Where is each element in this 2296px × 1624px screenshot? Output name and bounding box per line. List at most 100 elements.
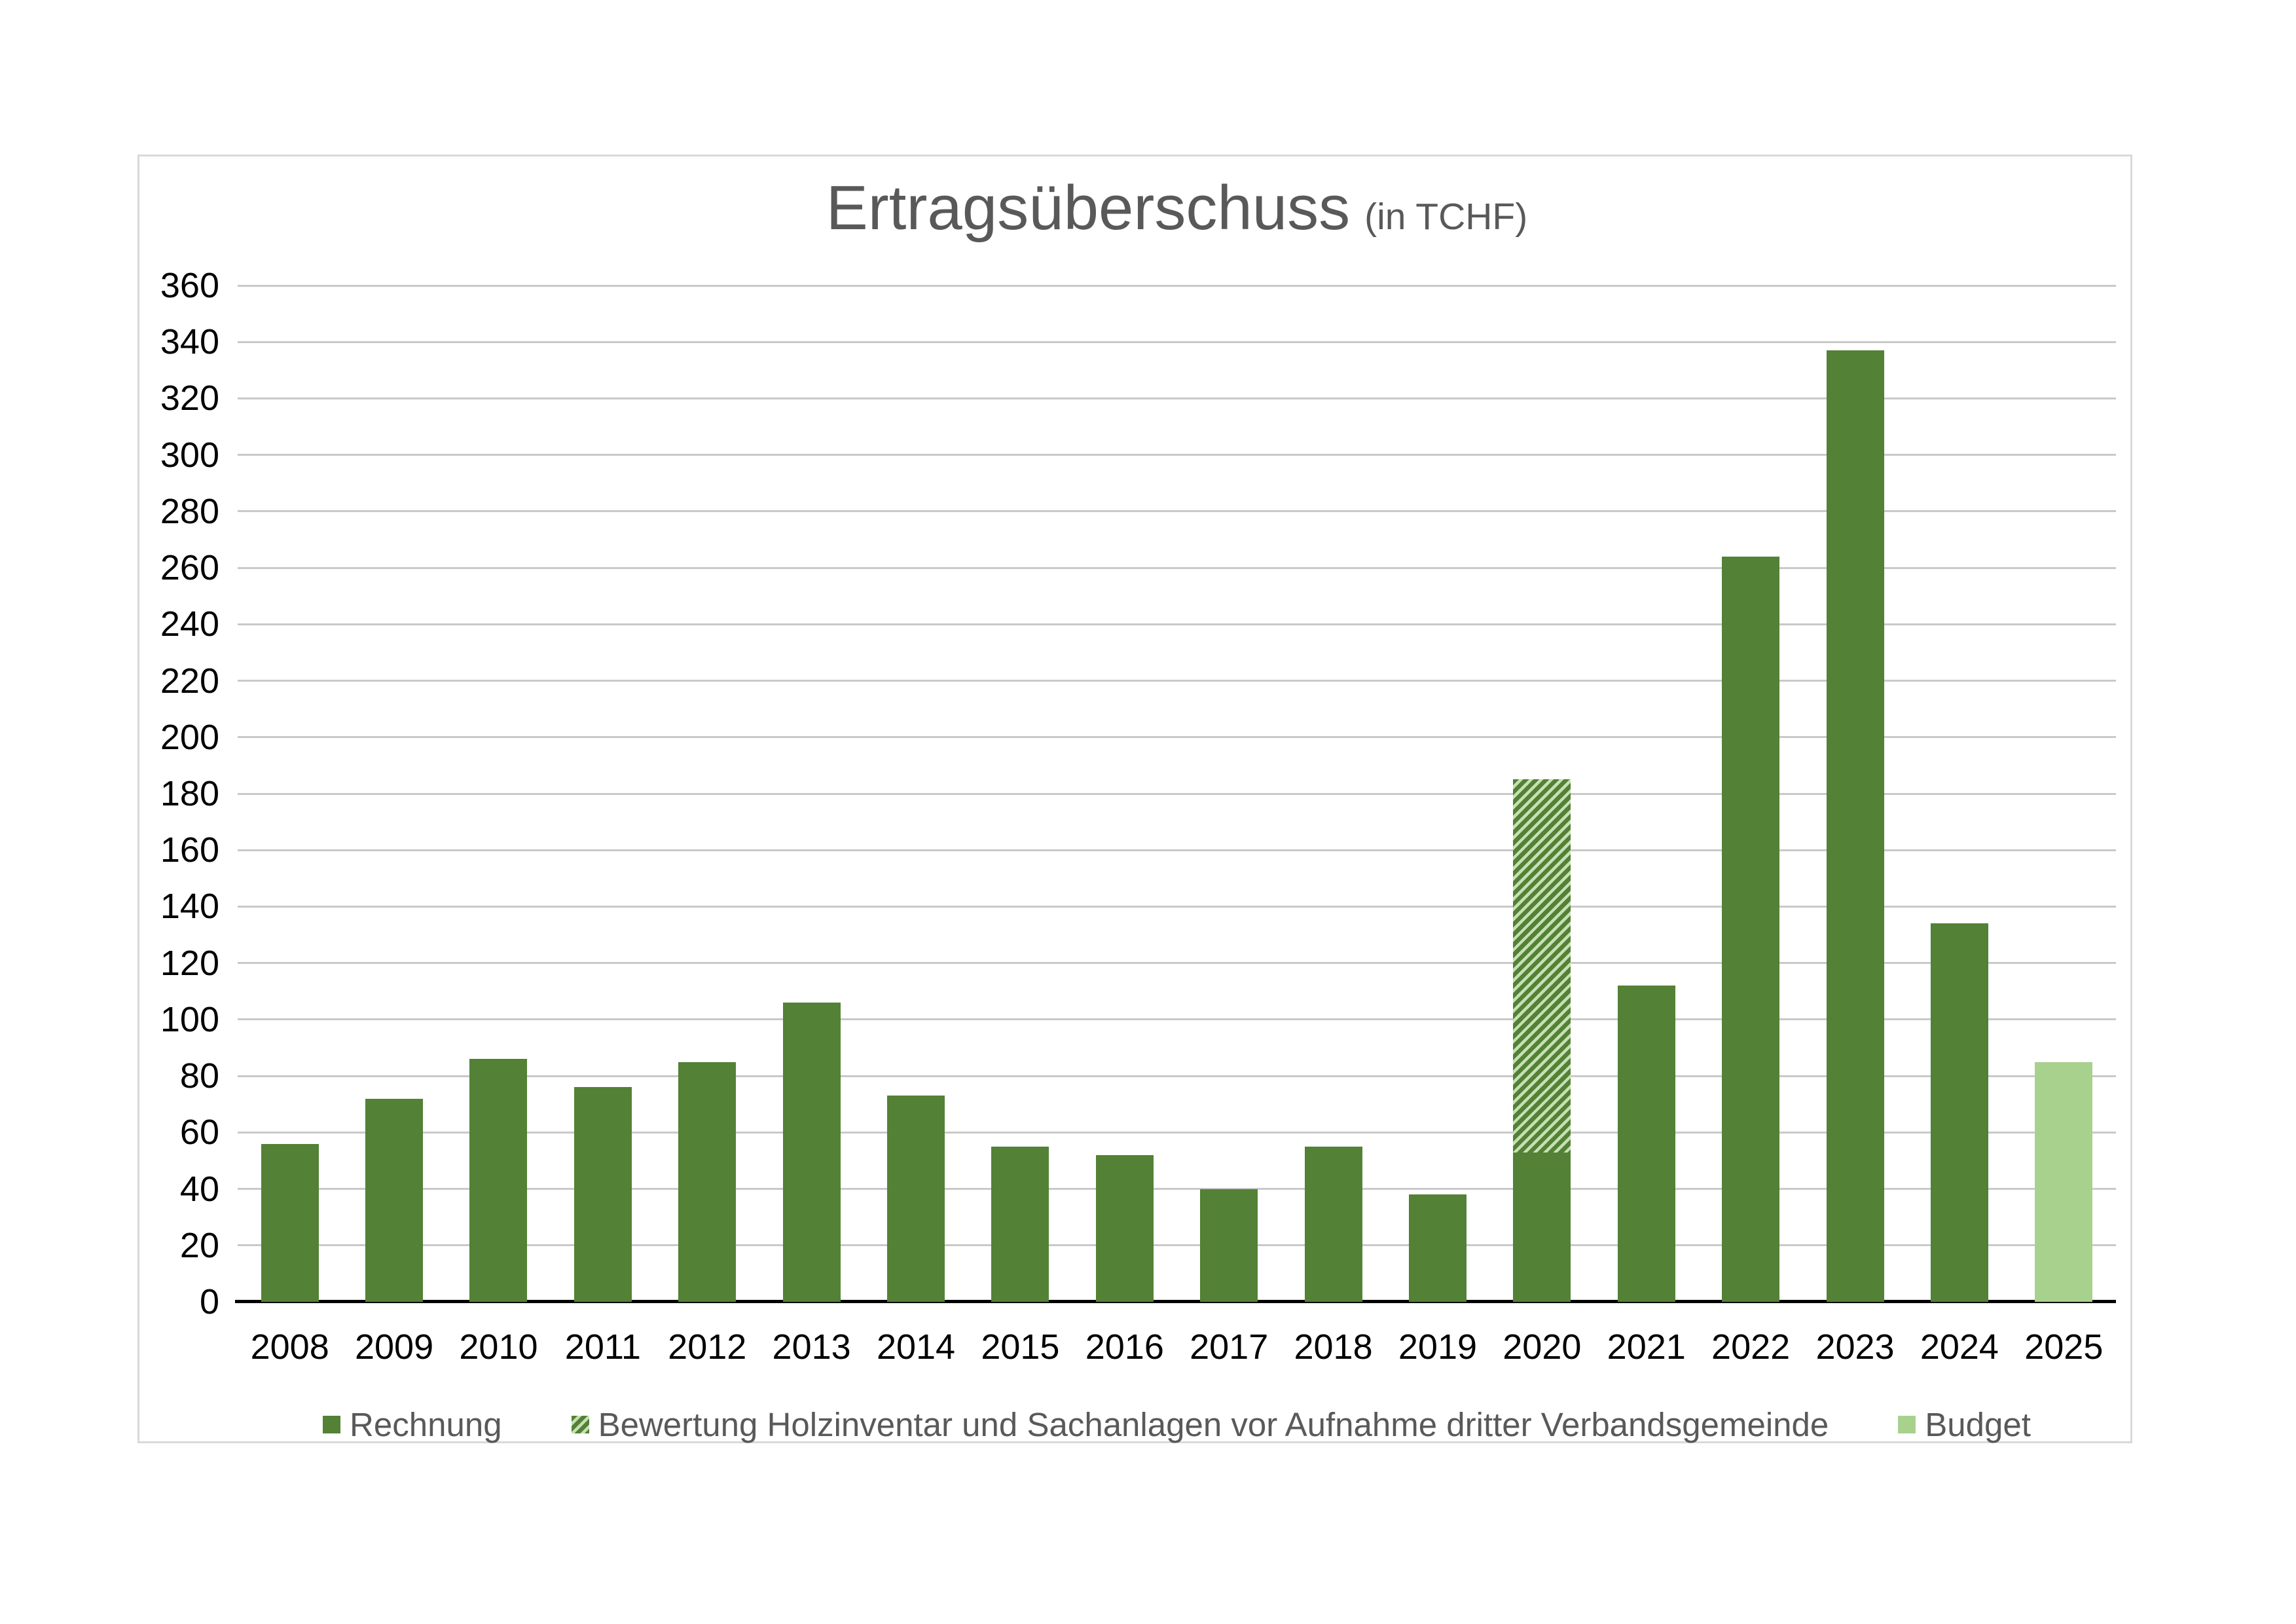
chart-title-main: Ertragsüberschuss — [826, 173, 1351, 243]
bar-rechnung-2014 — [887, 1096, 945, 1302]
gridline-220 — [238, 680, 2116, 682]
bar-slot-2012 — [655, 286, 759, 1302]
bar-slot-2010 — [446, 286, 551, 1302]
y-tick-label-180: 180 — [160, 774, 219, 813]
gridline-20 — [238, 1244, 2116, 1247]
y-tick-label-160: 160 — [160, 830, 219, 870]
gridline-260 — [238, 566, 2116, 569]
chart-title: Ertragsüberschuss (in TCHF) — [238, 169, 2116, 248]
bar-slot-2008 — [238, 286, 342, 1302]
gridline-240 — [238, 623, 2116, 625]
x-tick-label-2016: 2016 — [1085, 1327, 1164, 1367]
bar-rechnung-2022 — [1722, 556, 1780, 1302]
y-tick-label-0: 0 — [199, 1282, 219, 1321]
gridline-140 — [238, 905, 2116, 908]
plot-area — [235, 284, 2116, 1303]
bar-slot-2022 — [1698, 286, 1802, 1302]
bar-rechnung-2008 — [261, 1143, 319, 1302]
y-tick-label-280: 280 — [160, 491, 219, 531]
x-tick-label-2011: 2011 — [564, 1327, 641, 1367]
bar-rechnung-2017 — [1200, 1189, 1258, 1302]
gridline-320 — [238, 397, 2116, 399]
x-tick-label-2022: 2022 — [1711, 1327, 1791, 1367]
x-tick-label-2019: 2019 — [1398, 1327, 1478, 1367]
y-tick-label-120: 120 — [160, 943, 219, 983]
x-tick-label-2020: 2020 — [1503, 1327, 1582, 1367]
gridline-180 — [238, 792, 2116, 795]
bar-slot-2025 — [2012, 286, 2116, 1302]
y-tick-label-200: 200 — [160, 717, 219, 757]
gridline-100 — [238, 1018, 2116, 1021]
x-tick-label-2017: 2017 — [1190, 1327, 1269, 1367]
y-tick-label-100: 100 — [160, 999, 219, 1039]
y-tick-label-20: 20 — [179, 1225, 219, 1265]
gridline-160 — [238, 849, 2116, 851]
gridline-280 — [238, 510, 2116, 513]
bar-rechnung-2015 — [991, 1146, 1049, 1302]
x-tick-label-2025: 2025 — [2024, 1327, 2104, 1367]
gridline-340 — [238, 341, 2116, 343]
bar-rechnung-2023 — [1826, 350, 1884, 1302]
legend-label-budget: Budget — [1925, 1405, 2031, 1443]
x-axis-line — [235, 1300, 2116, 1303]
x-tick-label-2024: 2024 — [1920, 1327, 1999, 1367]
gridline-80 — [238, 1075, 2116, 1077]
bar-slot-2014 — [864, 286, 968, 1302]
legend: Rechnung Bewertung Holzinventar und Sach… — [238, 1395, 2116, 1454]
x-tick-label-2010: 2010 — [459, 1327, 538, 1367]
rechnung-swatch-icon — [323, 1415, 341, 1433]
bar-bewertung-2020 — [1513, 779, 1571, 1153]
legend-label-rechnung: Rechnung — [350, 1405, 502, 1443]
y-tick-label-80: 80 — [179, 1056, 219, 1096]
y-tick-label-240: 240 — [160, 604, 219, 644]
bar-rechnung-2013 — [782, 1003, 841, 1302]
bar-rechnung-2012 — [678, 1061, 737, 1302]
y-tick-label-220: 220 — [160, 661, 219, 701]
gridline-300 — [238, 454, 2116, 456]
bar-rechnung-2021 — [1617, 986, 1675, 1302]
gridline-200 — [238, 736, 2116, 739]
bar-slot-2024 — [1907, 286, 2011, 1302]
x-tick-label-2008: 2008 — [250, 1327, 329, 1367]
bar-slot-2020 — [1490, 286, 1594, 1302]
bar-rechnung-2019 — [1408, 1194, 1467, 1302]
y-tick-label-40: 40 — [179, 1169, 219, 1209]
gridline-360 — [238, 284, 2116, 287]
bar-slot-2021 — [1594, 286, 1698, 1302]
bar-slot-2009 — [342, 286, 446, 1302]
bar-rechnung-2011 — [574, 1087, 632, 1302]
x-tick-label-2018: 2018 — [1294, 1327, 1373, 1367]
x-tick-label-2014: 2014 — [876, 1327, 956, 1367]
bar-budget-2025 — [2035, 1061, 2093, 1302]
legend-item-rechnung: Rechnung — [323, 1405, 502, 1444]
gridline-40 — [238, 1188, 2116, 1190]
y-tick-label-60: 60 — [179, 1113, 219, 1153]
y-tick-label-320: 320 — [160, 378, 219, 418]
legend-item-budget: Budget — [1898, 1405, 2031, 1444]
y-tick-label-260: 260 — [160, 548, 219, 588]
y-tick-label-140: 140 — [160, 887, 219, 927]
legend-item-bewertung: Bewertung Holzinventar und Sachanlagen v… — [571, 1405, 1829, 1444]
bar-slot-2013 — [759, 286, 864, 1302]
bar-slot-2017 — [1177, 286, 1281, 1302]
x-tick-label-2009: 2009 — [354, 1327, 434, 1367]
y-tick-label-340: 340 — [160, 322, 219, 362]
y-tick-label-300: 300 — [160, 435, 219, 475]
x-tick-label-2012: 2012 — [668, 1327, 747, 1367]
y-tick-label-360: 360 — [160, 266, 219, 305]
bar-rechnung-2018 — [1304, 1146, 1362, 1302]
x-tick-label-2023: 2023 — [1815, 1327, 1895, 1367]
bar-slot-2018 — [1281, 286, 1385, 1302]
bar-rechnung-2009 — [365, 1098, 424, 1302]
x-tick-label-2015: 2015 — [981, 1327, 1060, 1367]
bar-rechnung-2010 — [469, 1059, 528, 1302]
gridline-60 — [238, 1131, 2116, 1134]
gridline-120 — [238, 962, 2116, 965]
chart-title-sub: (in TCHF) — [1364, 196, 1528, 238]
bar-slot-2016 — [1072, 286, 1176, 1302]
bar-slot-2023 — [1803, 286, 1907, 1302]
bar-rechnung-2024 — [1930, 923, 1988, 1302]
bar-slot-2011 — [551, 286, 655, 1302]
bewertung-swatch-icon — [571, 1415, 589, 1433]
legend-label-bewertung: Bewertung Holzinventar und Sachanlagen v… — [598, 1405, 1829, 1443]
